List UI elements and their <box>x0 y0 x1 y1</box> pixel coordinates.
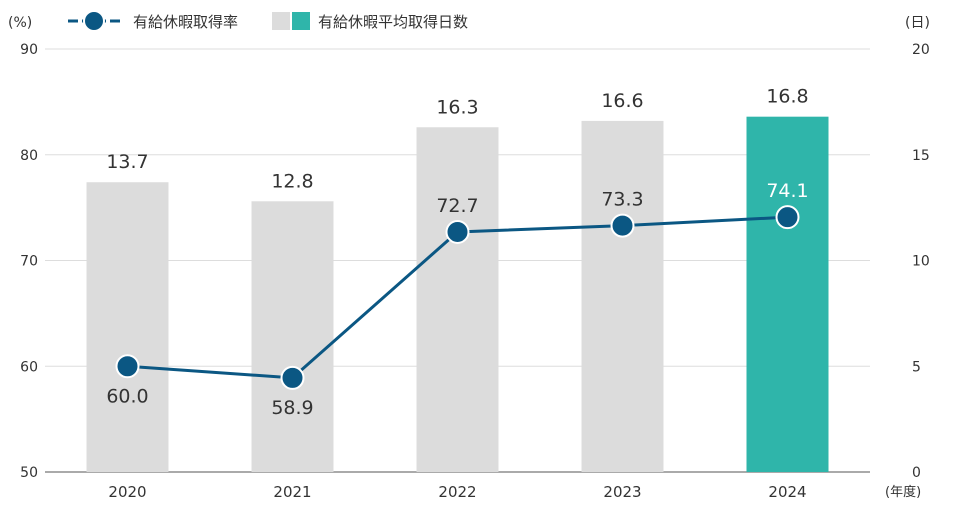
bar-2021 <box>251 201 334 472</box>
left-tick-label: 90 <box>20 42 38 58</box>
line-point-2022 <box>445 219 470 244</box>
bar-value-label: 16.6 <box>601 90 643 112</box>
x-tick-label: 2020 <box>108 483 146 501</box>
line-point-2024 <box>775 205 800 230</box>
x-tick-label: 2021 <box>273 483 311 501</box>
line-value-label: 60.0 <box>106 385 148 407</box>
x-axis-unit: (年度) <box>885 484 921 500</box>
legend-bar-swatch-teal <box>292 12 310 30</box>
x-tick-label: 2022 <box>438 483 476 501</box>
line-value-label: 58.9 <box>271 397 313 419</box>
bar-2020 <box>86 182 169 472</box>
right-tick-label: 5 <box>912 359 921 375</box>
left-tick-label: 70 <box>20 254 38 270</box>
line-value-label: 74.1 <box>766 180 808 202</box>
legend-line-marker <box>83 10 105 32</box>
legend-bar-label: 有給休暇平均取得日数 <box>318 13 468 31</box>
left-axis-unit: (%) <box>8 15 32 31</box>
left-tick-label: 80 <box>20 148 38 164</box>
legend-bar-swatch-gray <box>272 12 290 30</box>
bar-value-label: 13.7 <box>106 151 148 173</box>
legend-line-label: 有給休暇取得率 <box>133 13 238 31</box>
right-tick-label: 0 <box>912 465 921 481</box>
x-tick-label: 2023 <box>603 483 641 501</box>
line-value-label: 72.7 <box>436 195 478 217</box>
line-point-2020 <box>115 354 140 379</box>
line-value-label: 73.3 <box>601 189 643 211</box>
bar-value-label: 12.8 <box>271 170 313 192</box>
line-point-2023 <box>610 213 635 238</box>
line-point-2021 <box>280 365 305 390</box>
left-tick-label: 50 <box>20 465 38 481</box>
right-tick-label: 15 <box>912 148 930 164</box>
bar-value-label: 16.8 <box>766 86 808 108</box>
bar-2024 <box>746 116 829 473</box>
bar-2023 <box>581 120 664 472</box>
legend: 有給休暇取得率 有給休暇平均取得日数 <box>68 10 468 32</box>
right-tick-label: 20 <box>912 42 930 58</box>
left-tick-label: 60 <box>20 359 38 375</box>
x-tick-label: 2024 <box>768 483 806 501</box>
right-tick-label: 10 <box>912 254 930 270</box>
bar-value-label: 16.3 <box>436 96 478 118</box>
right-axis-unit: (日) <box>905 15 930 31</box>
bar-2022 <box>416 127 499 472</box>
